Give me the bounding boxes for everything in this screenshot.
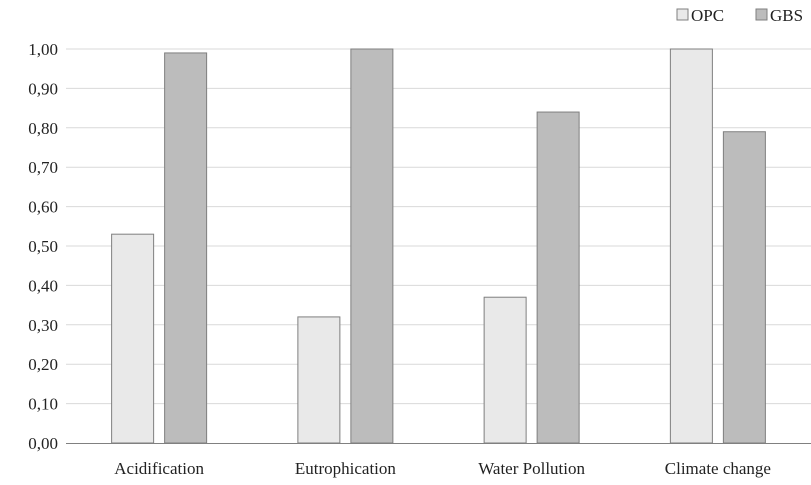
bar-opc-0 xyxy=(111,233,155,444)
x-tick-label: Water Pollution xyxy=(478,459,585,478)
bar-gbs-0 xyxy=(164,52,208,444)
legend-swatch-gbs xyxy=(755,8,768,21)
y-tick-label: 0,90 xyxy=(28,79,58,98)
axes: 0,00 0,10 0,20 0,30 0,40 0,50 0,60 0,70 0,80 0,90… xyxy=(28,40,811,478)
bar-gbs-3 xyxy=(722,131,766,444)
x-tick-label: Eutrophication xyxy=(295,459,397,478)
legend-label-gbs: GBS xyxy=(770,6,803,25)
y-tick-label: 0,40 xyxy=(28,276,58,295)
y-tick-label: 0,60 xyxy=(28,198,58,217)
y-tick-label: 0,20 xyxy=(28,355,58,374)
y-tick-label: 0,50 xyxy=(28,237,58,256)
bar-opc-1 xyxy=(297,316,341,444)
bar-opc-2 xyxy=(483,296,527,444)
y-tick-label: 0,70 xyxy=(28,158,58,177)
x-tick-label: Climate change xyxy=(665,459,771,478)
y-tick-label: 1,00 xyxy=(28,40,58,59)
legend: OPC GBS xyxy=(676,6,803,25)
y-tick-label: 0,10 xyxy=(28,395,58,414)
bar-opc-3 xyxy=(669,48,713,444)
y-tick-label: 0,30 xyxy=(28,316,58,335)
bar-gbs-2 xyxy=(536,111,580,444)
y-tick-label: 0,80 xyxy=(28,119,58,138)
x-tick-label: Acidification xyxy=(114,459,204,478)
legend-label-opc: OPC xyxy=(691,6,724,25)
y-tick-label: 0,00 xyxy=(28,434,58,453)
legend-swatch-opc xyxy=(676,8,689,21)
bar-gbs-1 xyxy=(350,48,394,444)
